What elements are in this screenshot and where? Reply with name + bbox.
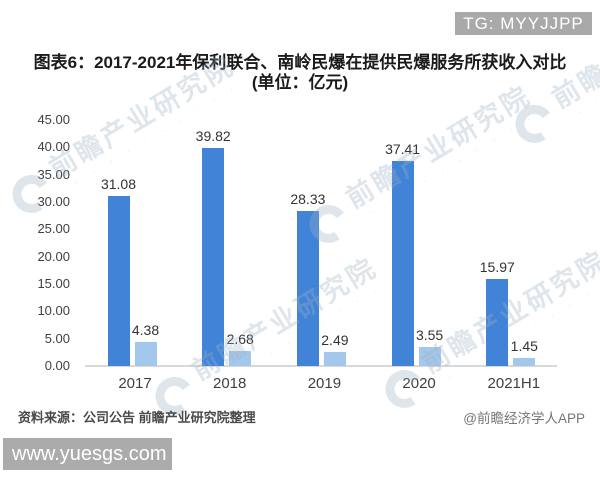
y-axis-tick-label: 10.00: [37, 303, 70, 319]
bar-secondary: [134, 342, 157, 366]
bar-value-label: 37.41: [385, 141, 421, 158]
y-axis-tick-label: 40.00: [37, 139, 70, 155]
y-axis-tick-label: 5.00: [44, 330, 70, 346]
x-axis-line: [85, 365, 557, 367]
bar-primary: [107, 196, 130, 366]
y-axis-tick-label: 20.00: [37, 248, 70, 264]
tg-contact-badge: TG: MYYJJPP: [455, 12, 592, 35]
chart-title-line1: 图表6：2017-2021年保利联合、南岭民爆在提供民爆服务所获收入对比: [33, 53, 567, 72]
bar-primary: [296, 211, 319, 366]
bar-value-label: 1.45: [510, 338, 538, 355]
bar-value-label: 28.33: [290, 191, 326, 208]
bar-value-label: 4.38: [131, 322, 160, 339]
x-axis-label: 2019: [307, 375, 342, 392]
bar-value-label: 3.55: [415, 326, 444, 343]
bar-secondary: [323, 352, 346, 366]
y-axis-tick-label: 35.00: [37, 166, 70, 182]
y-axis-tick-label: 15.00: [37, 276, 70, 291]
source-note: 资料来源：公司公告 前瞻产业研究院整理: [18, 410, 256, 425]
chart-title: 图表6：2017-2021年保利联合、南岭民爆在提供民爆服务所获收入对比 (单位…: [0, 53, 600, 93]
y-axis-tick-label: 25.00: [37, 221, 70, 237]
credit-note: @前瞻经济学人APP: [463, 411, 585, 426]
y-axis-tick-label: 45.00: [37, 112, 70, 127]
chart-title-line2: (单位：亿元): [251, 73, 349, 92]
x-axis-label: 2018: [213, 375, 247, 392]
bar-value-label: 31.08: [100, 176, 137, 193]
bar-secondary: [513, 358, 536, 366]
x-axis-label: 2020: [402, 375, 436, 392]
x-axis-label: 2017: [118, 375, 152, 392]
x-axis-label: 2021H1: [487, 375, 541, 392]
bar-primary: [391, 161, 414, 366]
bar-primary: [202, 148, 225, 366]
site-watermark-badge: www.yuesgs.com: [3, 438, 172, 470]
y-axis-tick-label: 0.00: [44, 358, 70, 373]
bar-primary: [486, 278, 509, 366]
bar-value-label: 2.68: [226, 331, 254, 348]
y-axis-tick-label: 30.00: [37, 194, 70, 209]
bar-value-label: 15.97: [479, 258, 515, 275]
bar-secondary: [418, 346, 441, 366]
bar-secondary: [229, 351, 252, 366]
bar-value-label: 2.49: [321, 332, 349, 349]
bar-value-label: 39.82: [195, 128, 231, 145]
